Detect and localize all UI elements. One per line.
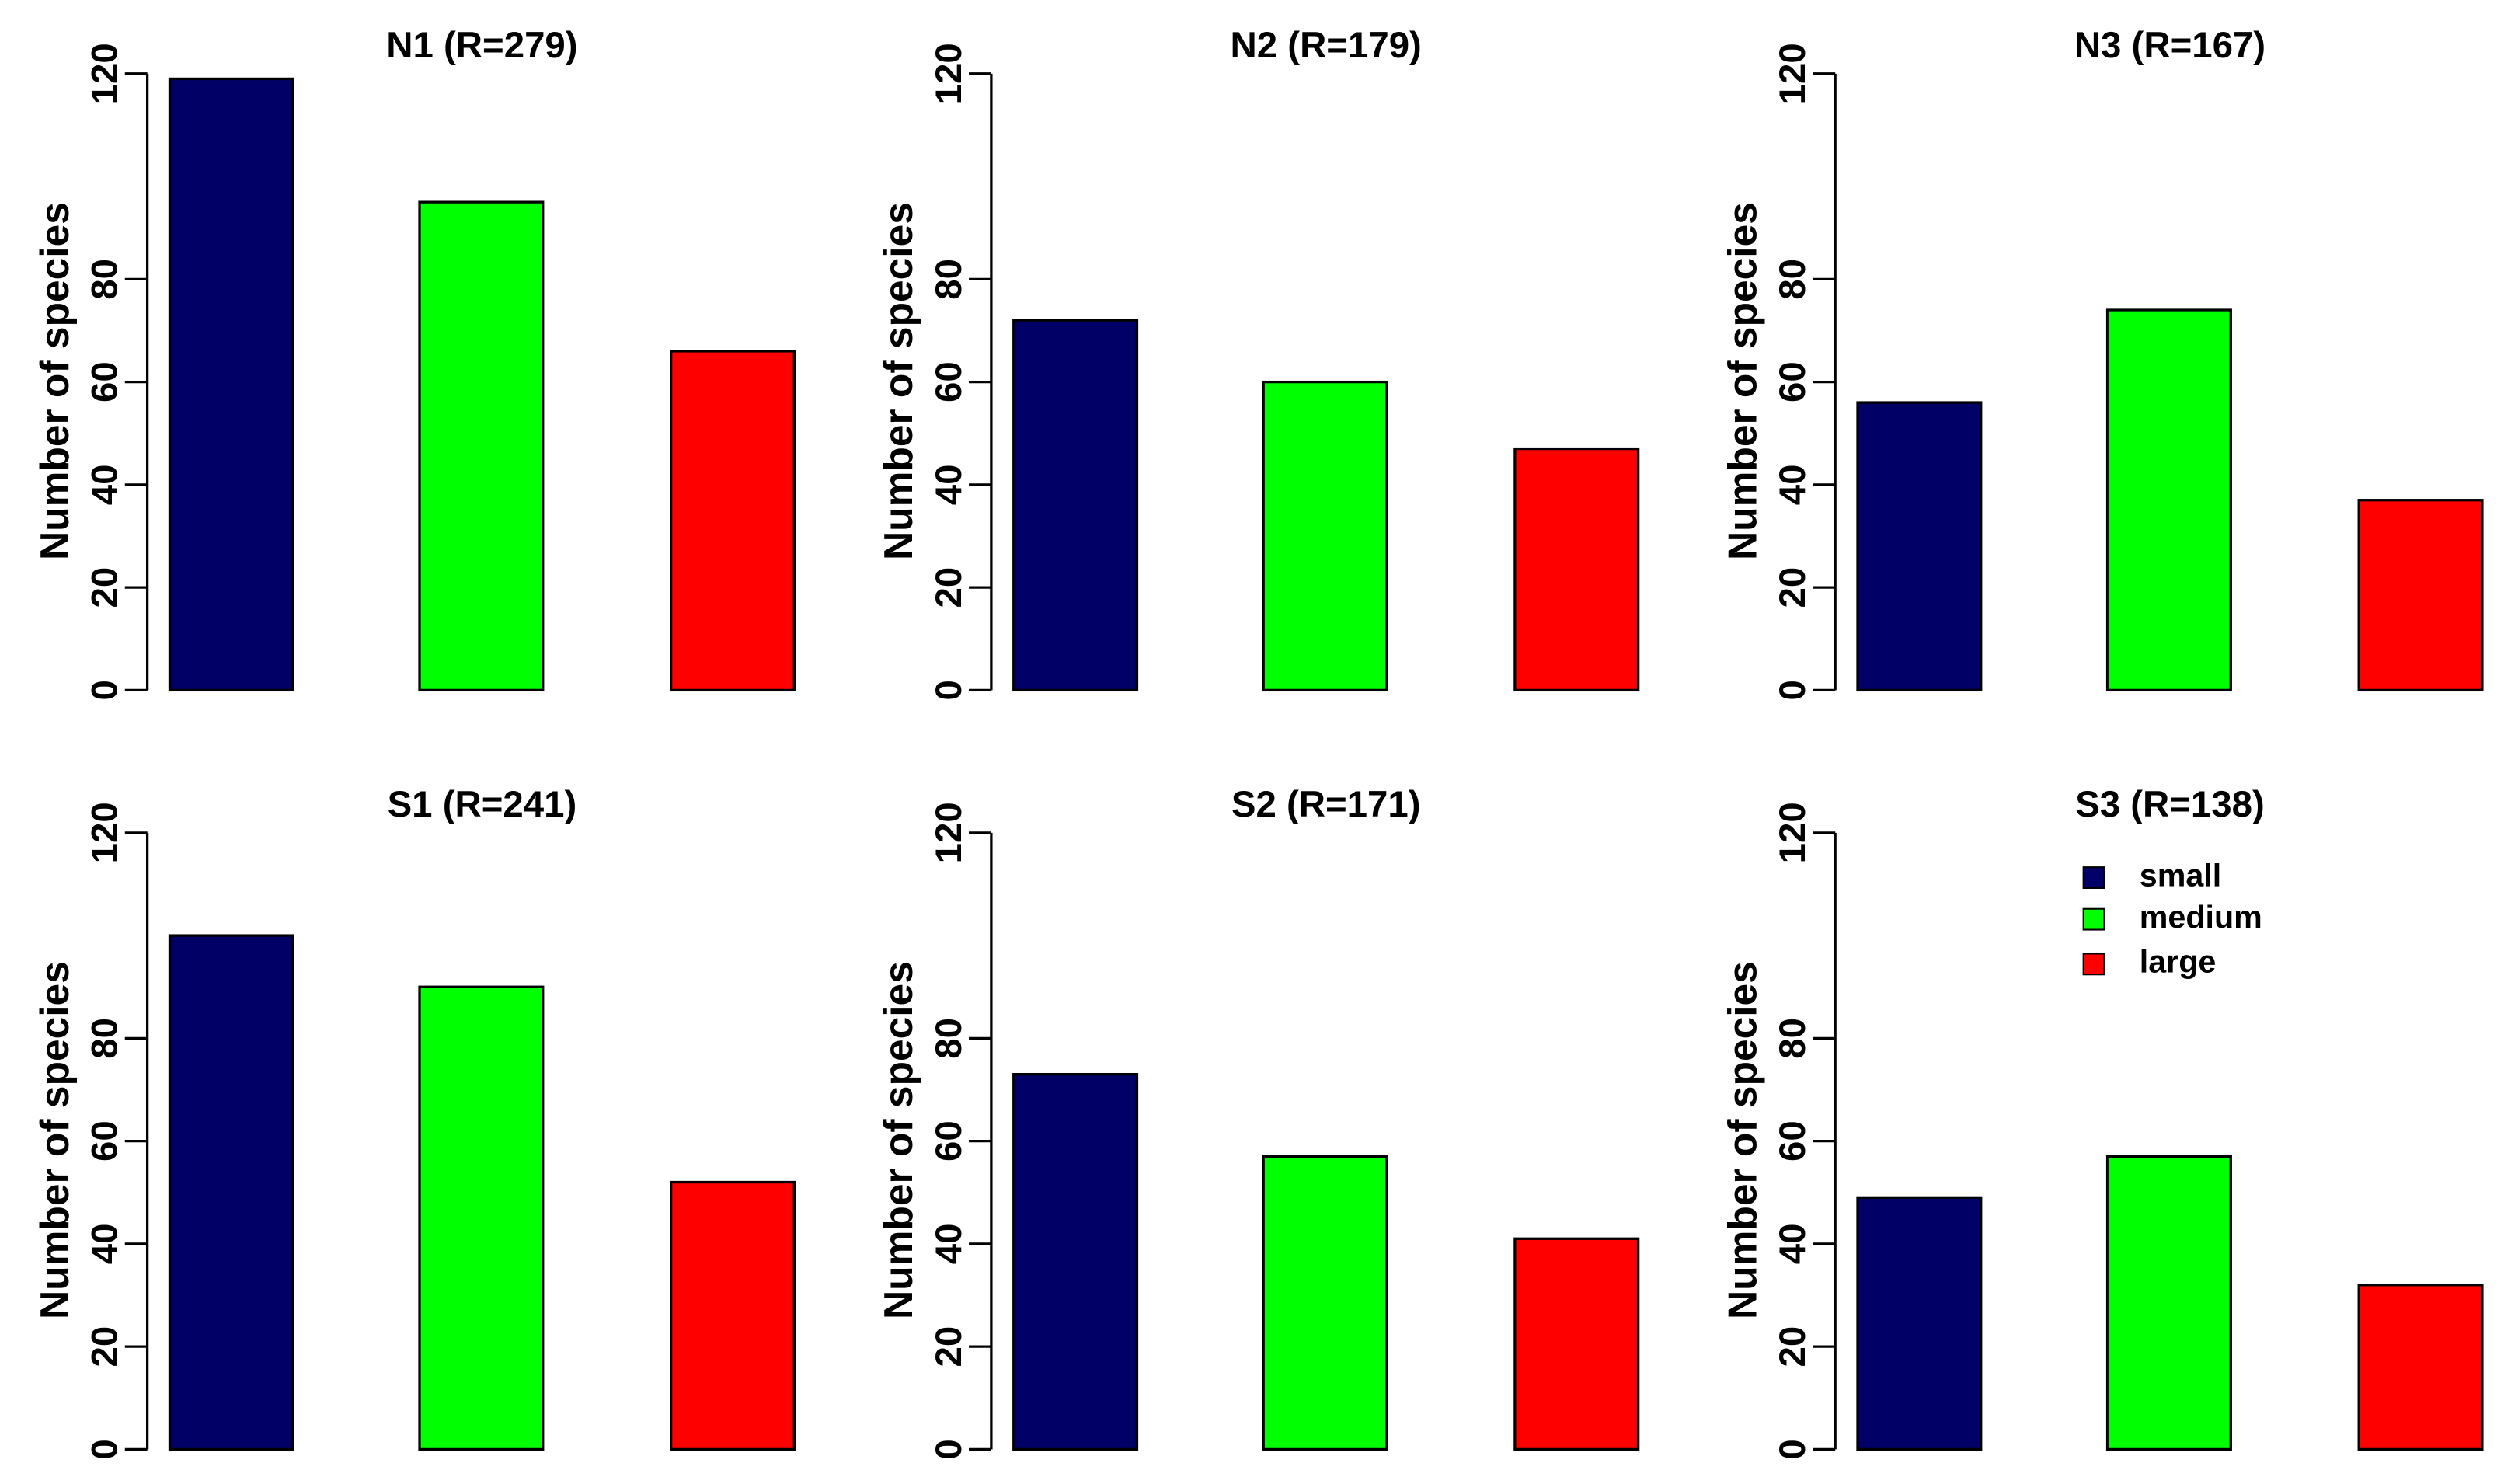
y-tick-label-n1-20: 20 [85,567,126,608]
bar-s2-large [1513,1237,1640,1451]
y-tick-label-n1-60: 60 [85,361,126,402]
y-tick-label-s2-60: 60 [928,1120,970,1162]
y-tick-label-n3-80: 80 [1772,259,1813,300]
y-tick-label-s2-120: 120 [928,802,970,863]
y-tick-label-n1-120: 120 [85,43,126,104]
bar-s1-large [670,1180,796,1451]
bar-s2-medium [1262,1155,1388,1451]
y-tick-label-s3-80: 80 [1772,1018,1813,1059]
y-tick-label-n1-80: 80 [85,259,126,300]
y-tick-label-s3-20: 20 [1772,1326,1813,1367]
y-axis-label-n3: Number of species [1719,202,1764,560]
chart-title-s3: S3 (R=138) [2075,784,2265,825]
y-axis-label-n1: Number of species [32,202,77,560]
y-tick-label-n3-20: 20 [1772,567,1813,608]
bar-s1-small [168,934,294,1451]
y-tick-label-s1-20: 20 [85,1326,126,1367]
y-tick-label-n2-20: 20 [928,567,970,608]
y-tick-label-n2-0: 0 [928,680,970,700]
bar-n3-small [1856,401,1983,692]
legend-swatch-medium [2082,907,2105,931]
bar-n3-large [2357,499,2484,692]
y-tick-label-n3-0: 0 [1772,680,1813,700]
y-tick-label-n3-120: 120 [1772,43,1813,104]
legend-swatch-small [2082,866,2105,889]
bar-n3-medium [2105,308,2232,692]
bar-n2-small [1012,319,1139,692]
y-tick-label-s3-0: 0 [1772,1439,1813,1459]
legend-label-small: small [2140,857,2221,893]
y-tick-label-s1-80: 80 [85,1018,126,1059]
bar-s2-small [1012,1073,1139,1451]
bar-s3-medium [2105,1155,2232,1451]
bar-s3-large [2357,1284,2484,1451]
y-tick-label-n3-60: 60 [1772,361,1813,402]
chart-title-n3: N3 (R=167) [2074,25,2265,66]
chart-title-s1: S1 (R=241) [388,784,577,825]
y-tick-label-n2-60: 60 [928,361,970,402]
y-tick-label-s1-0: 0 [85,1439,126,1459]
chart-title-s2: S2 (R=171) [1231,784,1421,825]
y-tick-label-s1-120: 120 [85,802,126,863]
chart-title-n2: N2 (R=179) [1231,25,1422,66]
bar-s3-small [1856,1196,1983,1451]
y-tick-label-n1-40: 40 [85,465,126,506]
y-tick-label-n1-0: 0 [85,680,126,700]
y-tick-label-s3-40: 40 [1772,1224,1813,1265]
y-tick-label-s2-80: 80 [928,1018,970,1059]
bar-n2-large [1513,447,1640,692]
legend-swatch-large [2082,953,2105,976]
bar-n1-medium [418,200,545,692]
y-tick-label-s3-120: 120 [1772,802,1813,863]
y-tick-label-n2-40: 40 [928,465,970,506]
legend-label-large: large [2140,944,2217,980]
y-tick-label-n2-80: 80 [928,259,970,300]
y-axis-label-s1: Number of species [32,961,77,1319]
bar-n1-small [168,77,294,692]
y-tick-label-s1-40: 40 [85,1224,126,1265]
y-tick-label-s1-60: 60 [85,1120,126,1162]
y-tick-label-n3-40: 40 [1772,465,1813,506]
y-tick-label-s3-60: 60 [1772,1120,1813,1162]
bar-n1-large [670,350,796,692]
y-tick-label-n2-120: 120 [928,43,970,104]
y-tick-label-s2-20: 20 [928,1326,970,1367]
legend-label-medium: medium [2140,899,2262,935]
chart-title-n1: N1 (R=279) [386,25,577,66]
bar-s1-medium [418,985,545,1451]
y-axis-label-n2: Number of species [876,202,921,560]
y-tick-label-s2-0: 0 [928,1439,970,1459]
y-axis-label-s3: Number of species [1719,961,1764,1319]
y-tick-label-s2-40: 40 [928,1224,970,1265]
y-axis-label-s2: Number of species [876,961,921,1319]
bar-n2-medium [1262,380,1388,692]
